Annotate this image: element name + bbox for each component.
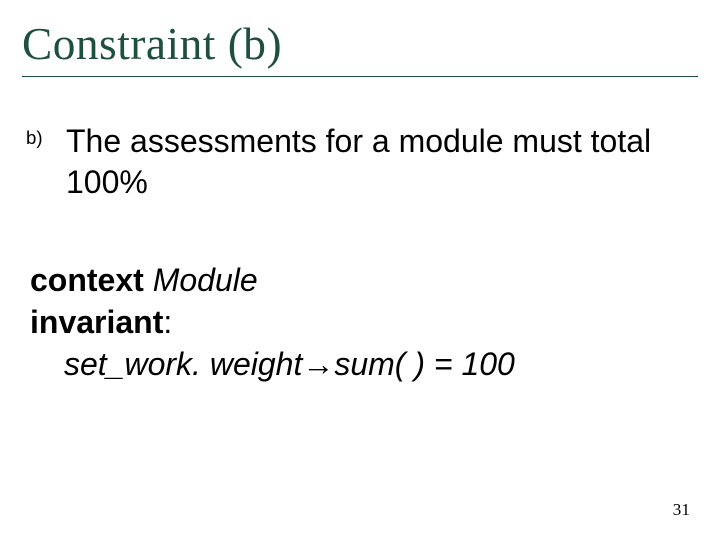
code-line-invariant: invariant: [30,301,694,343]
ocl-code-block: context Module invariant: set_work. weig… [26,259,694,386]
colon: : [163,304,172,340]
slide-body: b) The assessments for a module must tot… [22,121,698,386]
expr-sum: sum [334,346,394,382]
expr-rest: ( ) = 100 [395,346,515,382]
title-underline-rule [22,76,698,77]
bullet-text: The assessments for a module must total … [66,121,694,203]
arrow-icon: → [302,346,334,382]
kw-invariant: invariant [30,304,163,340]
bullet-marker: b) [26,121,48,149]
page-number: 31 [673,500,690,520]
kw-context: context [30,262,144,298]
expr-setwork: set_work. weight [64,346,302,382]
bullet-item: b) The assessments for a module must tot… [26,121,694,203]
slide-title: Constraint (b) [22,18,698,70]
code-line-expression: set_work. weight→sum( ) = 100 [30,343,694,385]
id-module: Module [144,262,258,298]
slide: Constraint (b) b) The assessments for a … [0,0,720,540]
code-line-context: context Module [30,259,694,301]
